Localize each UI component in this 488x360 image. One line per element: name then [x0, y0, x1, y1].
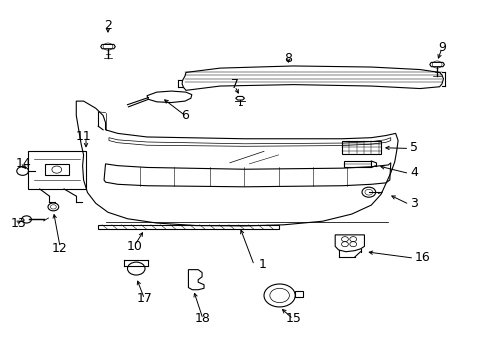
Text: 13: 13	[10, 216, 26, 230]
Text: 5: 5	[409, 141, 417, 154]
Text: 12: 12	[51, 242, 67, 255]
Text: 16: 16	[414, 251, 430, 264]
Text: 1: 1	[259, 258, 266, 271]
Text: 6: 6	[181, 109, 188, 122]
Text: 10: 10	[126, 240, 142, 253]
Text: 17: 17	[136, 292, 152, 305]
Text: 3: 3	[409, 197, 417, 210]
Text: 15: 15	[285, 311, 301, 325]
Text: 4: 4	[409, 166, 417, 179]
Text: 18: 18	[195, 311, 210, 325]
Text: 9: 9	[437, 41, 445, 54]
Text: 14: 14	[15, 157, 31, 170]
Text: 11: 11	[76, 130, 91, 144]
Text: 7: 7	[230, 78, 238, 91]
Text: 8: 8	[284, 51, 292, 64]
Text: 2: 2	[104, 19, 112, 32]
